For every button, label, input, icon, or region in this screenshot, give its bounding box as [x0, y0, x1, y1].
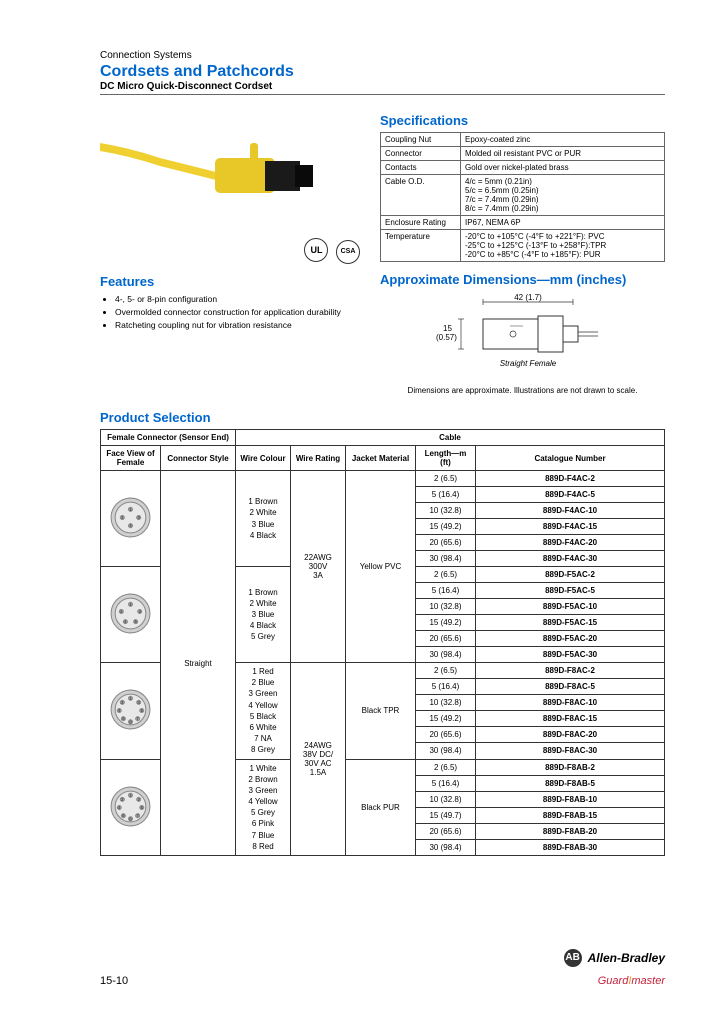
- page-subtitle: DC Micro Quick-Disconnect Cordset: [100, 81, 665, 95]
- product-image: [100, 103, 350, 233]
- feature-item: Overmolded connector construction for ap…: [115, 306, 360, 319]
- certifications: UL CSA: [100, 238, 360, 264]
- svg-text:(0.57): (0.57): [436, 333, 457, 342]
- product-selection-table: Female Connector (Sensor End)Cable Face …: [100, 429, 665, 856]
- product-selection-heading: Product Selection: [100, 410, 665, 425]
- dimension-note: Dimensions are approximate. Illustration…: [380, 386, 665, 395]
- category-header: Connection Systems: [100, 50, 665, 61]
- ab-logo-icon: AB: [564, 949, 582, 967]
- specifications-table: Coupling NutEpoxy-coated zincConnectorMo…: [380, 132, 665, 262]
- dimensions-heading: Approximate Dimensions—mm (inches): [380, 272, 665, 287]
- page-number: 15-10: [100, 975, 128, 987]
- features-list: 4-, 5- or 8-pin configuration Overmolded…: [100, 293, 360, 331]
- ul-cert-icon: UL: [304, 238, 328, 262]
- dimension-diagram: 42 (1.7) 15 (0.57) Straight Female: [380, 291, 665, 381]
- ab-brand-text: Allen-Bradley: [588, 951, 665, 965]
- svg-text:42 (1.7): 42 (1.7): [514, 294, 542, 302]
- svg-text:Straight Female: Straight Female: [499, 359, 556, 368]
- specifications-heading: Specifications: [380, 113, 665, 128]
- page-title: Cordsets and Patchcords: [100, 63, 665, 81]
- guardmaster-text: GuardImaster: [564, 975, 665, 987]
- svg-text:15: 15: [443, 324, 452, 333]
- feature-item: 4-, 5- or 8-pin configuration: [115, 293, 360, 306]
- features-heading: Features: [100, 274, 360, 289]
- feature-item: Ratcheting coupling nut for vibration re…: [115, 319, 360, 332]
- csa-cert-icon: CSA: [336, 240, 360, 264]
- brand-logos: AB Allen-Bradley GuardImaster: [564, 949, 665, 987]
